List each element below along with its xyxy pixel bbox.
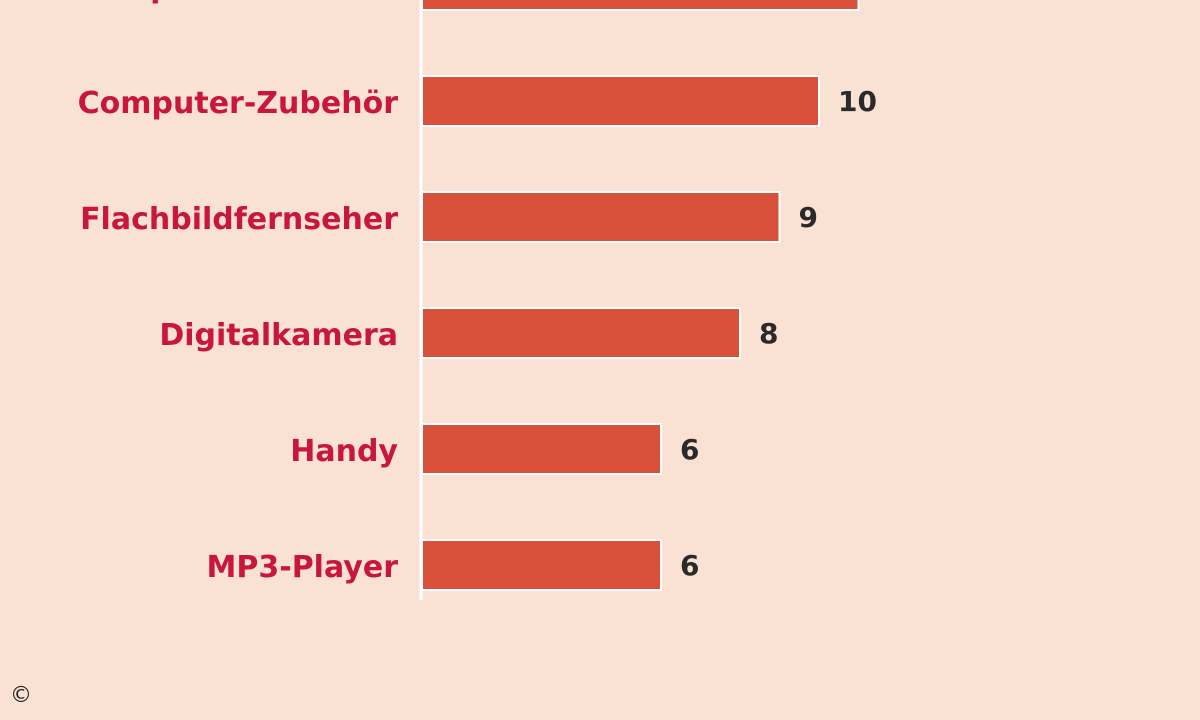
category-label: Computer-Zubehör [78, 86, 399, 121]
category-label: MP3-Player [207, 550, 399, 585]
category-label: Handy [290, 434, 398, 469]
bar [423, 541, 660, 589]
bar [423, 309, 739, 357]
copyright-mark: © [10, 683, 32, 708]
value-label: 11 [878, 0, 917, 2]
bar [423, 0, 858, 9]
value-label: 9 [799, 201, 818, 234]
category-label: Spiele-Software [128, 0, 398, 5]
value-label: 6 [680, 433, 699, 466]
category-label: Flachbildfernseher [80, 202, 398, 237]
bar [423, 193, 779, 241]
bar [423, 77, 818, 125]
bar [423, 425, 660, 473]
value-label: 10 [838, 85, 877, 118]
value-label: 6 [680, 549, 699, 582]
category-label: Digitalkamera [159, 318, 398, 353]
value-label: 8 [759, 317, 778, 350]
